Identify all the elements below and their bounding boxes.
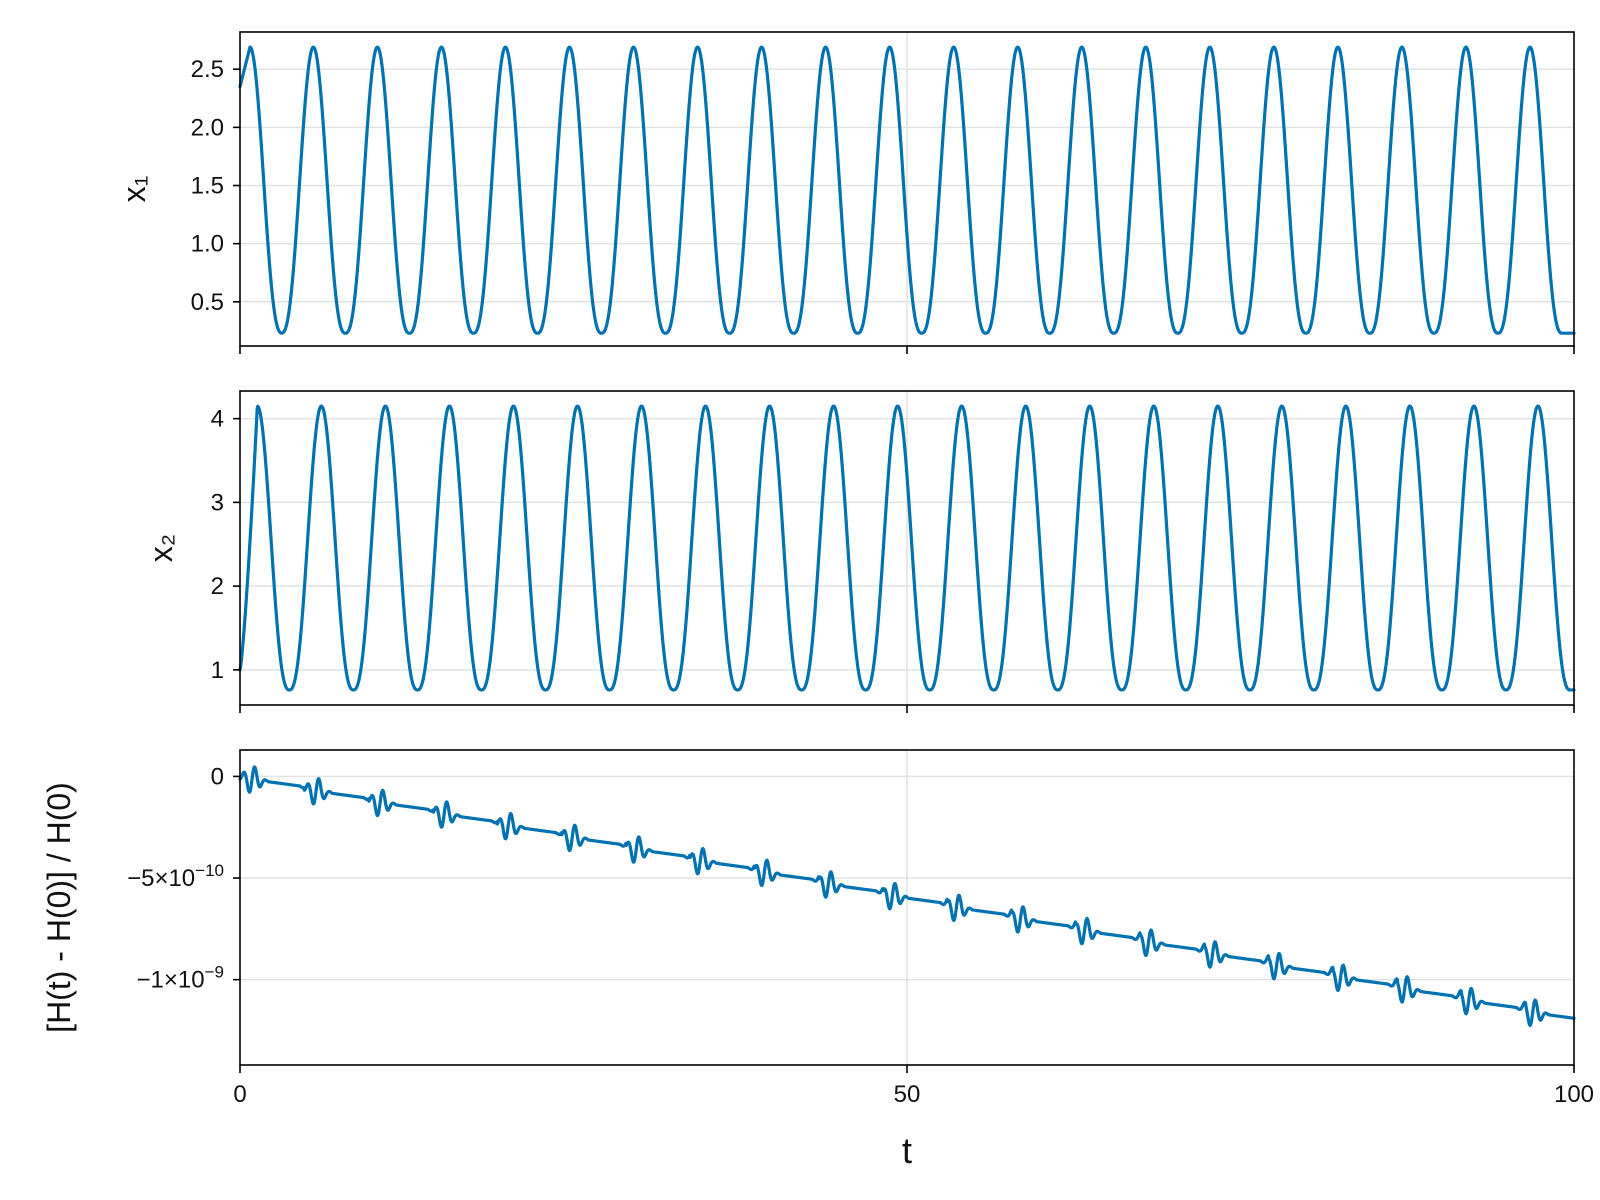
series-line — [238, 45, 1576, 335]
series-line — [238, 404, 1576, 692]
y-tick-label: 1.0 — [191, 231, 224, 258]
y-tick-label: 3 — [211, 489, 224, 516]
y-axis-label: x₁ — [116, 176, 152, 203]
panel-x2: 1 2 3 4 x₂ — [143, 390, 1576, 713]
y-tick-label: 2 — [211, 573, 224, 600]
x-axis-label: t — [902, 1130, 912, 1171]
y-tick-label: 1 — [211, 657, 224, 684]
y-tick-label: −1×10−9 — [137, 963, 224, 994]
y-tick-label: 1.5 — [191, 173, 224, 200]
y-tick-label: 0 — [211, 763, 224, 790]
panel-energy-error: 0 −5×10−10 −1×10−9 0 50 100 [H(t) - H(0)] / H(… — [41, 749, 1594, 1108]
x-tick-label: 100 — [1554, 1081, 1594, 1108]
x-tick-label: 0 — [233, 1081, 246, 1108]
panel-x1: 0.5 1.0 1.5 2.0 2.5 x₁ — [116, 31, 1576, 354]
y-tick-label: 2.0 — [191, 114, 224, 141]
y-tick-label: 2.5 — [191, 56, 224, 83]
y-tick-label: 4 — [211, 406, 224, 433]
series-line — [238, 765, 1576, 1028]
x-tick-label: 50 — [894, 1081, 921, 1108]
y-axis-label: [H(t) - H(0)] / H(0) — [41, 782, 77, 1033]
y-tick-label: 0.5 — [191, 289, 224, 316]
y-tick-label: −5×10−10 — [127, 861, 224, 892]
y-axis-label: x₂ — [143, 534, 179, 562]
